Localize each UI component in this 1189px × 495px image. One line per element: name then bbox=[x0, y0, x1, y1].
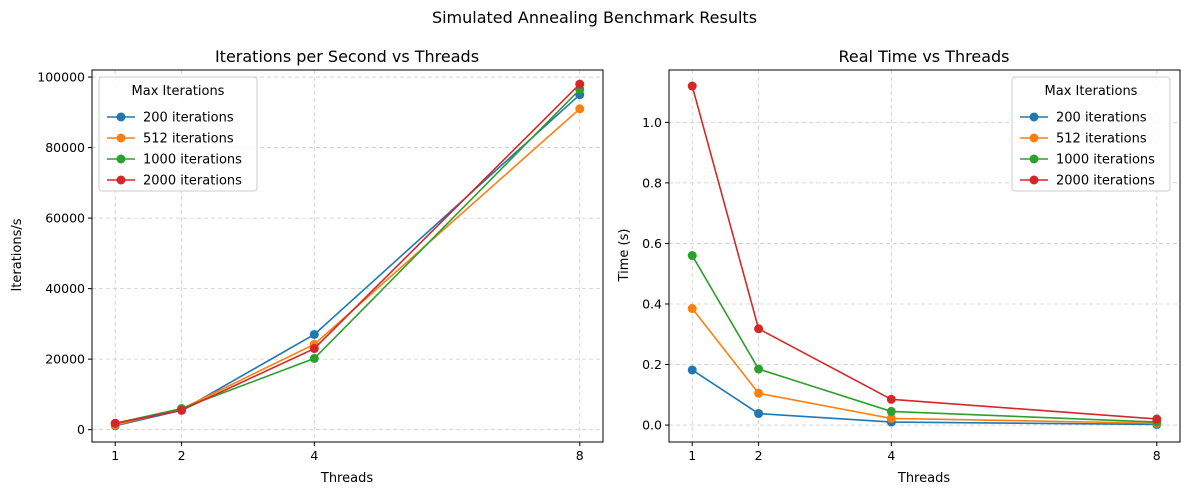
series-line bbox=[691, 85, 1157, 420]
legend-box bbox=[98, 76, 258, 192]
legend-box bbox=[1011, 76, 1171, 192]
x-tick-label: 8 bbox=[1153, 448, 1161, 463]
y-tick-label: 0.4 bbox=[642, 296, 662, 311]
data-point bbox=[309, 344, 319, 354]
y-tick-label: 1.0 bbox=[642, 115, 662, 130]
legend-entry-label: 1000 iterations bbox=[143, 153, 242, 168]
plot-area-frame bbox=[91, 69, 604, 443]
series-line bbox=[115, 88, 581, 425]
legend: Max Iterations 200 iterations 512 iteratio… bbox=[1011, 76, 1171, 192]
legend-entry-label: 2000 iterations bbox=[143, 174, 242, 189]
legend-marker bbox=[116, 154, 126, 164]
data-point bbox=[687, 365, 697, 375]
x-tick-label: 1 bbox=[688, 448, 696, 463]
x-tick-label: 2 bbox=[755, 448, 763, 463]
data-point bbox=[1152, 414, 1162, 424]
series-line bbox=[115, 94, 581, 427]
figure-title: Simulated Annealing Benchmark Results bbox=[432, 8, 757, 27]
legend-marker bbox=[1029, 154, 1039, 164]
chart-real-time: Real Time vs Threads Threads Time (s) 1 2… bbox=[617, 47, 1181, 486]
y-tick-label: 40000 bbox=[45, 281, 85, 296]
data-point bbox=[886, 406, 896, 416]
chart-iterations-per-second: Iterations per Second vs Threads Threads… bbox=[10, 47, 604, 486]
series-line bbox=[691, 308, 1157, 425]
y-tick-label: 0.6 bbox=[642, 236, 662, 251]
series-line bbox=[691, 255, 1157, 423]
data-point bbox=[687, 251, 697, 261]
data-point bbox=[754, 364, 764, 374]
x-axis-label: Threads bbox=[320, 471, 373, 486]
data-point bbox=[177, 405, 187, 415]
series-line bbox=[691, 369, 1157, 426]
y-tick-label: 20000 bbox=[45, 352, 85, 367]
legend-entry-label: 2000 iterations bbox=[1056, 174, 1155, 189]
legend-entry-label: 200 iterations bbox=[143, 111, 234, 126]
series-2000-iterations bbox=[687, 81, 1162, 424]
legend-title: Max Iterations bbox=[132, 84, 225, 99]
x-tick-label: 1 bbox=[111, 448, 119, 463]
grid bbox=[669, 70, 1180, 442]
x-tick-label: 4 bbox=[887, 448, 895, 463]
data-point bbox=[687, 304, 697, 314]
y-tick-label: 100000 bbox=[37, 70, 85, 85]
y-tick-label: 0.8 bbox=[642, 175, 662, 190]
y-tick-label: 80000 bbox=[45, 140, 85, 155]
legend-marker bbox=[116, 133, 126, 143]
x-tick-label: 4 bbox=[310, 448, 318, 463]
y-axis-label: Time (s) bbox=[617, 229, 632, 283]
x-axis-label: Threads bbox=[897, 471, 950, 486]
data-point bbox=[687, 81, 697, 91]
legend-entry-label: 512 iterations bbox=[1056, 132, 1147, 147]
legend-entry-label: 1000 iterations bbox=[1056, 153, 1155, 168]
y-tick-label: 0.2 bbox=[642, 357, 662, 372]
data-point bbox=[309, 329, 319, 339]
y-tick-label: 60000 bbox=[45, 211, 85, 226]
y-tick-label: 0 bbox=[77, 422, 85, 437]
data-point bbox=[575, 79, 585, 89]
plot-area-frame bbox=[668, 69, 1181, 443]
y-axis-label: Iterations/s bbox=[10, 218, 25, 291]
data-point bbox=[886, 394, 896, 404]
legend-title: Max Iterations bbox=[1045, 84, 1138, 99]
legend-marker bbox=[116, 175, 126, 185]
legend: Max Iterations 200 iterations 512 iteratio… bbox=[98, 76, 258, 192]
series-line bbox=[115, 83, 581, 425]
x-tick-label: 8 bbox=[576, 448, 584, 463]
legend-marker bbox=[116, 112, 126, 122]
legend-marker bbox=[1029, 112, 1039, 122]
legend-marker bbox=[1029, 175, 1039, 185]
data-point bbox=[309, 353, 319, 363]
series-2000-iterations bbox=[110, 79, 585, 428]
data-point bbox=[886, 413, 896, 423]
data-point bbox=[754, 324, 764, 334]
data-point bbox=[754, 409, 764, 419]
x-tick-label: 2 bbox=[178, 448, 186, 463]
data-point bbox=[575, 104, 585, 114]
data-point bbox=[110, 418, 120, 428]
legend-entry-label: 512 iterations bbox=[143, 132, 234, 147]
legend-marker bbox=[1029, 133, 1039, 143]
data-point bbox=[754, 388, 764, 398]
chart-title: Real Time vs Threads bbox=[839, 47, 1010, 66]
legend-entry-label: 200 iterations bbox=[1056, 111, 1147, 126]
chart-title: Iterations per Second vs Threads bbox=[215, 47, 479, 66]
y-tick-label: 0.0 bbox=[642, 418, 662, 433]
